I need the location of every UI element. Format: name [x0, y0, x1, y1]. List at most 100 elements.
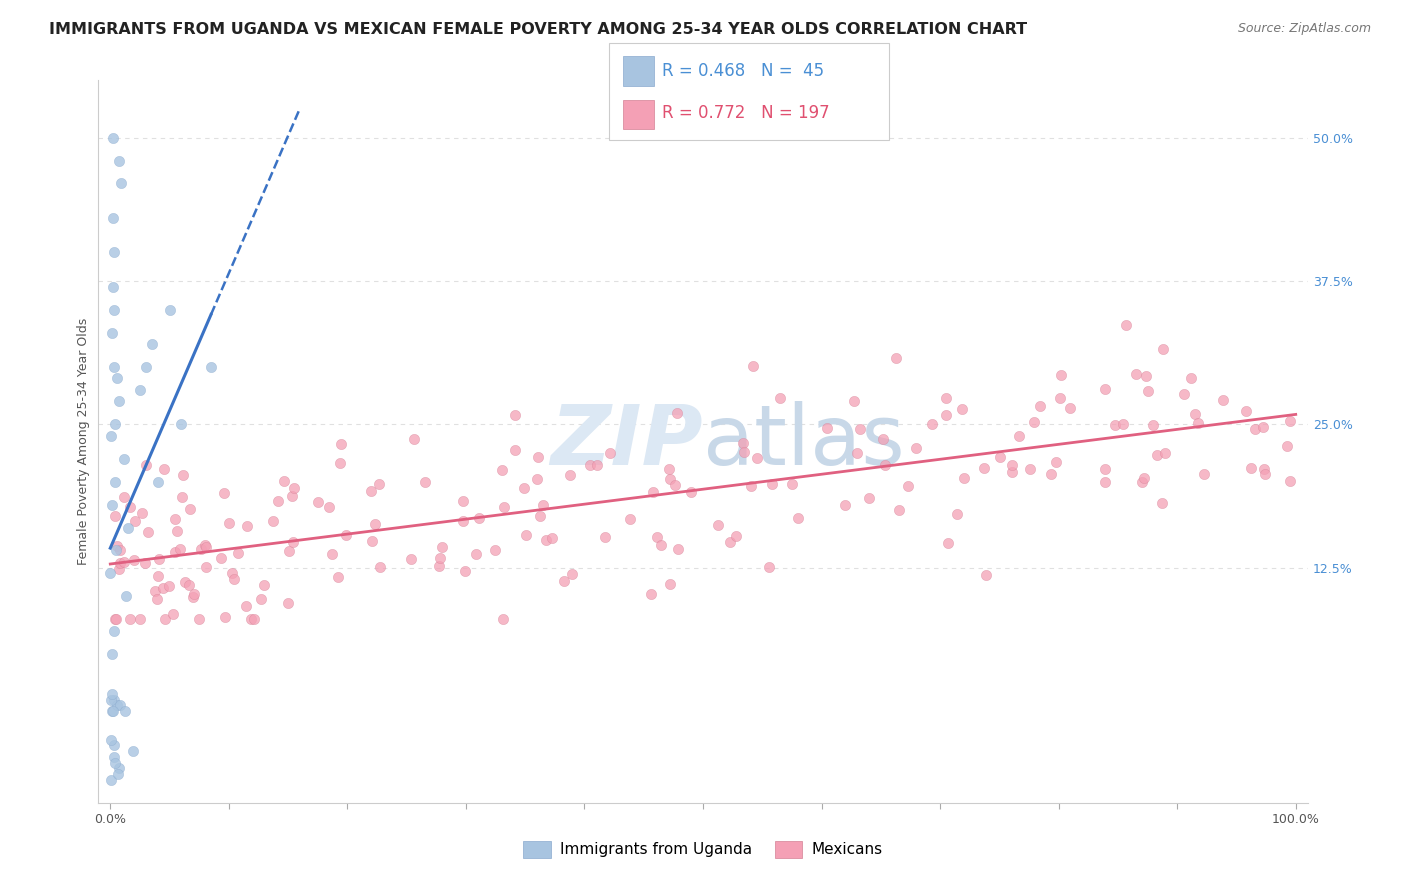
- Point: [731, 435, 754, 450]
- Point: [1029, 399, 1052, 413]
- Point: [585, 458, 607, 472]
- Point: [146, 591, 169, 606]
- Point: [153, 612, 176, 626]
- Point: [101, 279, 124, 293]
- Point: [786, 511, 808, 525]
- Point: [399, 552, 422, 566]
- Point: [103, 739, 125, 753]
- Point: [364, 516, 387, 531]
- Point: [360, 483, 382, 498]
- Point: [988, 450, 1011, 465]
- Point: [1173, 386, 1195, 401]
- Point: [135, 359, 157, 374]
- Point: [101, 211, 124, 225]
- Point: [553, 574, 575, 588]
- Point: [858, 491, 880, 506]
- Point: [117, 520, 139, 534]
- Point: [100, 732, 122, 747]
- Point: [1180, 370, 1202, 384]
- Text: atlas: atlas: [703, 401, 904, 482]
- Point: [101, 687, 124, 701]
- Point: [515, 528, 537, 542]
- Point: [740, 478, 762, 492]
- Point: [172, 467, 194, 482]
- Point: [534, 533, 557, 547]
- Point: [104, 543, 127, 558]
- Point: [404, 432, 426, 446]
- Point: [707, 517, 730, 532]
- Point: [758, 559, 780, 574]
- Point: [131, 506, 153, 520]
- Point: [108, 761, 131, 775]
- Point: [103, 692, 125, 706]
- Point: [328, 570, 350, 584]
- Point: [619, 512, 641, 526]
- Point: [1133, 471, 1156, 485]
- Point: [174, 575, 197, 590]
- Point: [1254, 467, 1277, 481]
- Point: [107, 767, 129, 781]
- Point: [281, 489, 304, 503]
- Point: [1152, 342, 1174, 356]
- Point: [105, 539, 128, 553]
- Point: [561, 567, 583, 582]
- Point: [194, 540, 217, 554]
- Point: [643, 485, 665, 500]
- Point: [159, 302, 181, 317]
- Point: [1142, 418, 1164, 433]
- Point: [558, 467, 581, 482]
- Point: [105, 371, 128, 385]
- Point: [467, 511, 489, 525]
- Point: [143, 583, 166, 598]
- Point: [665, 406, 688, 420]
- Point: [761, 476, 783, 491]
- Point: [541, 531, 564, 545]
- Point: [104, 417, 127, 432]
- Point: [100, 647, 122, 661]
- Point: [195, 560, 218, 574]
- Point: [328, 456, 350, 470]
- Point: [1094, 382, 1116, 396]
- Point: [100, 692, 122, 706]
- Text: Source: ZipAtlas.com: Source: ZipAtlas.com: [1237, 22, 1371, 36]
- Point: [218, 516, 240, 531]
- Point: [273, 474, 295, 488]
- Point: [146, 475, 169, 489]
- Point: [188, 612, 211, 626]
- Point: [897, 479, 920, 493]
- Point: [1050, 368, 1073, 382]
- Point: [1104, 418, 1126, 433]
- Point: [733, 445, 755, 459]
- Point: [769, 391, 792, 405]
- Point: [212, 485, 235, 500]
- Point: [492, 612, 515, 626]
- Point: [222, 572, 245, 586]
- Point: [1152, 496, 1174, 510]
- Point: [262, 515, 284, 529]
- Point: [267, 494, 290, 508]
- Point: [1094, 475, 1116, 490]
- Point: [1040, 467, 1063, 481]
- Point: [170, 491, 193, 505]
- Point: [221, 566, 243, 580]
- Point: [179, 501, 201, 516]
- Point: [1049, 391, 1071, 405]
- Point: [240, 612, 263, 626]
- Point: [152, 582, 174, 596]
- Point: [887, 503, 910, 517]
- Point: [491, 463, 513, 477]
- Point: [845, 446, 868, 460]
- Point: [163, 545, 186, 559]
- Point: [101, 498, 124, 512]
- Point: [1022, 415, 1045, 429]
- Point: [335, 527, 357, 541]
- Point: [122, 744, 145, 758]
- Point: [645, 530, 668, 544]
- Point: [513, 481, 536, 495]
- Point: [169, 541, 191, 556]
- Point: [1278, 414, 1301, 428]
- Point: [100, 326, 122, 340]
- Point: [664, 477, 686, 491]
- Point: [849, 422, 872, 436]
- Point: [921, 417, 943, 431]
